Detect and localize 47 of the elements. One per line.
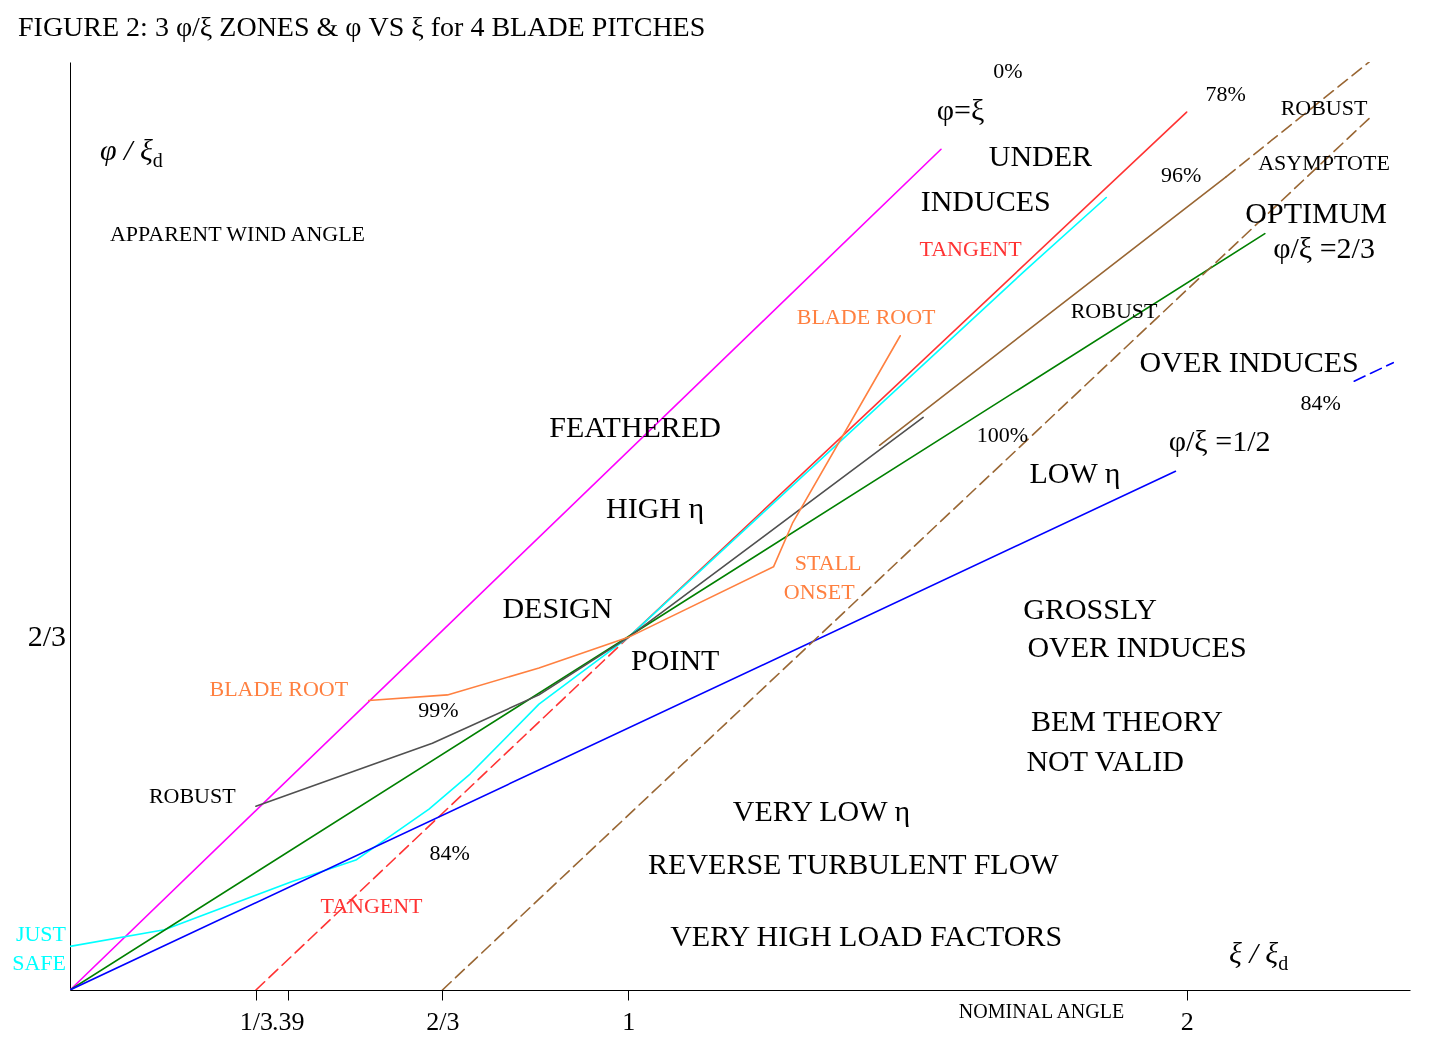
annotation: ONSET bbox=[783, 578, 856, 604]
annotation: DESIGN bbox=[502, 590, 613, 624]
annotation: OPTIMUM bbox=[1245, 196, 1388, 230]
text: JUST bbox=[15, 921, 67, 947]
annotation: UNDER bbox=[988, 138, 1093, 172]
x-tick-label: .39 bbox=[272, 1006, 305, 1036]
text: SAFE bbox=[12, 950, 66, 976]
annotation: 84% bbox=[1300, 389, 1341, 415]
annotation: 78% bbox=[1205, 81, 1246, 107]
annotation: INDUCES bbox=[920, 184, 1051, 218]
annotation: TANGENT bbox=[919, 235, 1023, 261]
annotation: ASYMPTOTE bbox=[1258, 150, 1390, 176]
annotation: NOT VALID bbox=[1026, 743, 1184, 777]
annotation: LOW η bbox=[1029, 456, 1121, 490]
x-tick-label: 2/3 bbox=[426, 1006, 460, 1036]
annotation: OVER INDUCES bbox=[1027, 630, 1247, 664]
annotation: GROSSLY bbox=[1023, 592, 1157, 626]
annotation: φ=ξ bbox=[936, 93, 985, 127]
annotation: ROBUST bbox=[1280, 95, 1368, 121]
x-axis-title: ξ / ξ$_{d}$ bbox=[1229, 936, 1289, 974]
annotation: OVER INDUCES bbox=[1139, 344, 1359, 378]
annotation: 100% bbox=[976, 422, 1029, 448]
annotation: REVERSE TURBULENT FLOW bbox=[648, 846, 1060, 880]
annotation: 0% bbox=[993, 58, 1023, 84]
x-tick-label: 1/3 bbox=[239, 1006, 274, 1036]
annotation: φ/ξ =1/2 bbox=[1168, 423, 1271, 457]
y-axis-title: φ / ξ$_{d}$ bbox=[100, 132, 163, 171]
annotation: VERY HIGH LOAD FACTORS bbox=[670, 919, 1063, 953]
text: NOMINAL ANGLE bbox=[958, 1000, 1125, 1022]
text: 2/3 bbox=[27, 619, 66, 653]
annotation: BLADE ROOT bbox=[209, 676, 349, 702]
annotation: VERY LOW η bbox=[732, 793, 911, 827]
annotation: POINT bbox=[631, 642, 720, 676]
annotation: ROBUST bbox=[148, 783, 237, 809]
annotation: BLADE ROOT bbox=[796, 304, 937, 330]
x-tick-label: 2 bbox=[1180, 1006, 1194, 1036]
annotation: 99% bbox=[418, 696, 459, 722]
annotation: TANGENT bbox=[320, 893, 424, 919]
annotation: HIGH η bbox=[606, 491, 705, 525]
annotation: STALL bbox=[794, 550, 862, 576]
annotation: φ/ξ =2/3 bbox=[1273, 231, 1375, 265]
annotation: APPARENT WIND ANGLE bbox=[109, 220, 366, 246]
x-tick-label: 1 bbox=[622, 1006, 636, 1036]
annotation: 96% bbox=[1160, 162, 1202, 188]
chart-title: FIGURE 2: 3 φ/ξ ZONES & φ VS ξ for 4 BLADE PITCHES bbox=[18, 11, 706, 43]
annotation: 84% bbox=[429, 839, 470, 865]
annotation: BEM THEORY bbox=[1030, 703, 1223, 737]
